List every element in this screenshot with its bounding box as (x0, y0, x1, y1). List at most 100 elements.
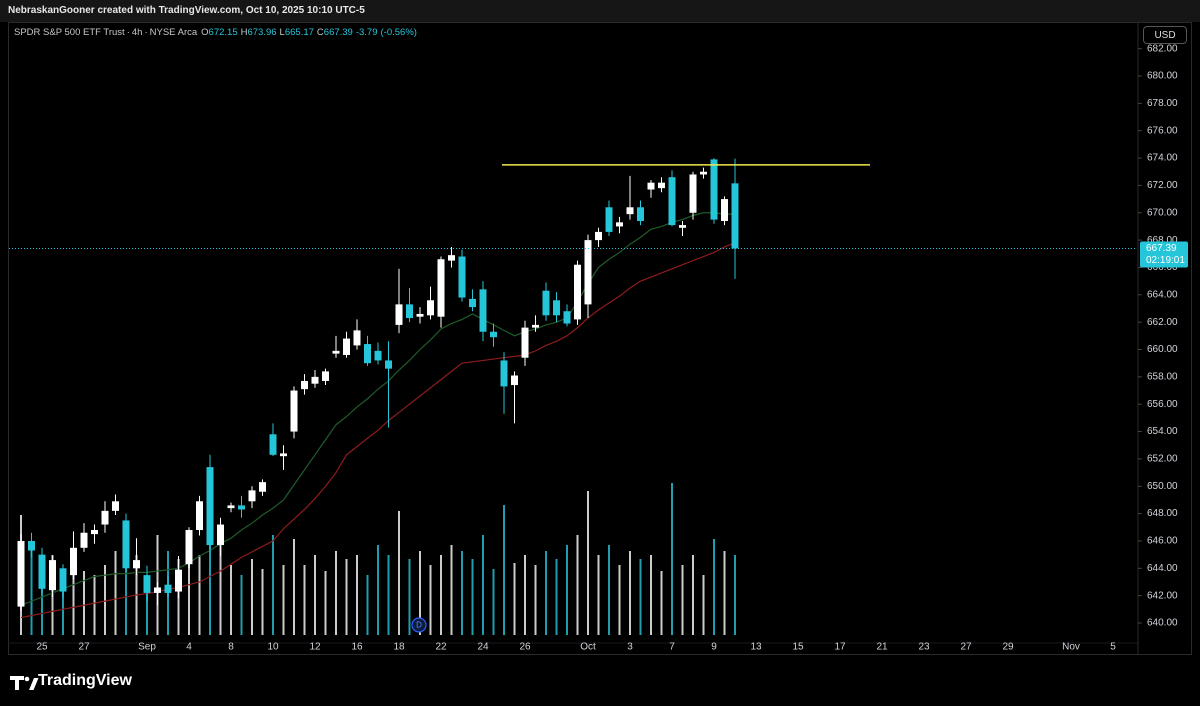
top-bar: NebraskanGooner created with TradingView… (0, 0, 1200, 22)
volume-bar (114, 551, 117, 635)
y-tick-label: 676.00 (1147, 125, 1178, 136)
candle-body (647, 182, 655, 190)
volume-bar (198, 555, 201, 635)
y-tick-label: 664.00 (1147, 289, 1178, 300)
y-tick-label: 660.00 (1147, 344, 1178, 355)
x-tick-label: 27 (960, 642, 972, 653)
volume-bar (713, 539, 715, 635)
volume-bar (597, 555, 600, 635)
volume-bar (93, 575, 96, 635)
volume-bar (692, 555, 694, 635)
candle-body (395, 304, 403, 325)
candle-body (553, 300, 560, 316)
candle-body (427, 300, 434, 316)
volume-bar (419, 551, 421, 635)
volume-bar (534, 565, 537, 635)
candle-body (143, 575, 151, 593)
brand-logo (10, 676, 39, 690)
candle-body (500, 360, 508, 387)
candle-body (700, 171, 707, 175)
candle-body (101, 510, 109, 525)
y-tick-label: 642.00 (1147, 590, 1178, 601)
dividend-marker-label: D (416, 621, 422, 630)
volume-bar (293, 539, 295, 635)
volume-bar (440, 555, 442, 635)
change: -3.79 (355, 27, 378, 38)
candle-body (280, 453, 287, 457)
volume-bar (492, 569, 495, 635)
last-price-label: 667.39 (1146, 243, 1177, 254)
volume-bar (671, 483, 673, 635)
last-price-box (1140, 241, 1188, 268)
candle-body (290, 390, 298, 432)
candle-body (511, 375, 518, 386)
volume-bar (408, 559, 411, 635)
candle-body (164, 584, 172, 593)
candle-body (91, 530, 98, 535)
candle-body (626, 207, 634, 215)
candle-body (364, 344, 371, 364)
ohlc-label: C (316, 27, 324, 38)
volume-bar (303, 565, 306, 635)
volume-bar (545, 551, 547, 635)
candle-body (343, 338, 350, 355)
y-tick-label: 662.00 (1147, 317, 1178, 328)
volume-bar (587, 491, 589, 635)
x-tick-label: 10 (267, 642, 279, 653)
y-tick-label: 658.00 (1147, 371, 1178, 382)
candle-body (448, 255, 455, 261)
candle-body (28, 540, 35, 551)
volume-bar (377, 545, 379, 635)
candle-body (59, 568, 67, 592)
exchange: NYSE Arca (149, 27, 198, 38)
volume-bar (41, 565, 43, 635)
x-tick-label: Sep (138, 642, 156, 653)
candle-body (301, 380, 308, 390)
candle-body (49, 560, 56, 591)
candle-body (227, 505, 235, 509)
candle-body (332, 350, 340, 354)
candle-body (616, 222, 623, 227)
candle-body (458, 256, 466, 298)
x-tick-label: Oct (580, 642, 596, 653)
volume-bar (524, 555, 526, 635)
candle-body (133, 560, 140, 569)
volume-bar (387, 555, 390, 635)
candle-body (490, 331, 497, 338)
volume-bar (702, 575, 705, 635)
x-tick-label: 18 (393, 642, 405, 653)
candle-body (689, 174, 697, 213)
volume-bar (461, 551, 463, 635)
currency-button[interactable]: USD (1143, 26, 1187, 44)
volume-bar (576, 535, 579, 635)
volume-bar (324, 571, 327, 635)
volume-bar (62, 575, 64, 635)
y-tick-label: 666.00 (1147, 262, 1178, 273)
y-tick-label: 644.00 (1147, 563, 1178, 574)
candle-body (238, 505, 245, 510)
x-tick-label: 8 (228, 642, 234, 653)
volume-bar (723, 551, 726, 635)
ohlc-label: L (279, 27, 285, 38)
volume-bar (72, 559, 75, 635)
candle-body (437, 259, 445, 317)
axes: 640.00 642.00 644.00 646.00 648.00 650.00 652.… (36, 43, 1188, 653)
candle-body (532, 324, 539, 328)
change-pct: (-0.56%) (380, 27, 417, 38)
y-tick-label: 648.00 (1147, 508, 1178, 519)
candle-body (721, 199, 728, 221)
volume-bar (503, 505, 505, 635)
volume-bar (282, 565, 285, 635)
volume-bar (188, 545, 190, 635)
x-tick-label: 16 (351, 642, 363, 653)
ma-slow-line (20, 242, 736, 619)
x-tick-label: 22 (435, 642, 447, 653)
candle-body (311, 376, 319, 384)
volume-bar (650, 555, 652, 635)
volume-bar (230, 565, 232, 635)
x-tick-label: 4 (186, 642, 192, 653)
candle-body (605, 207, 613, 232)
dividend-marker (411, 617, 427, 633)
volume-bar (618, 565, 621, 635)
